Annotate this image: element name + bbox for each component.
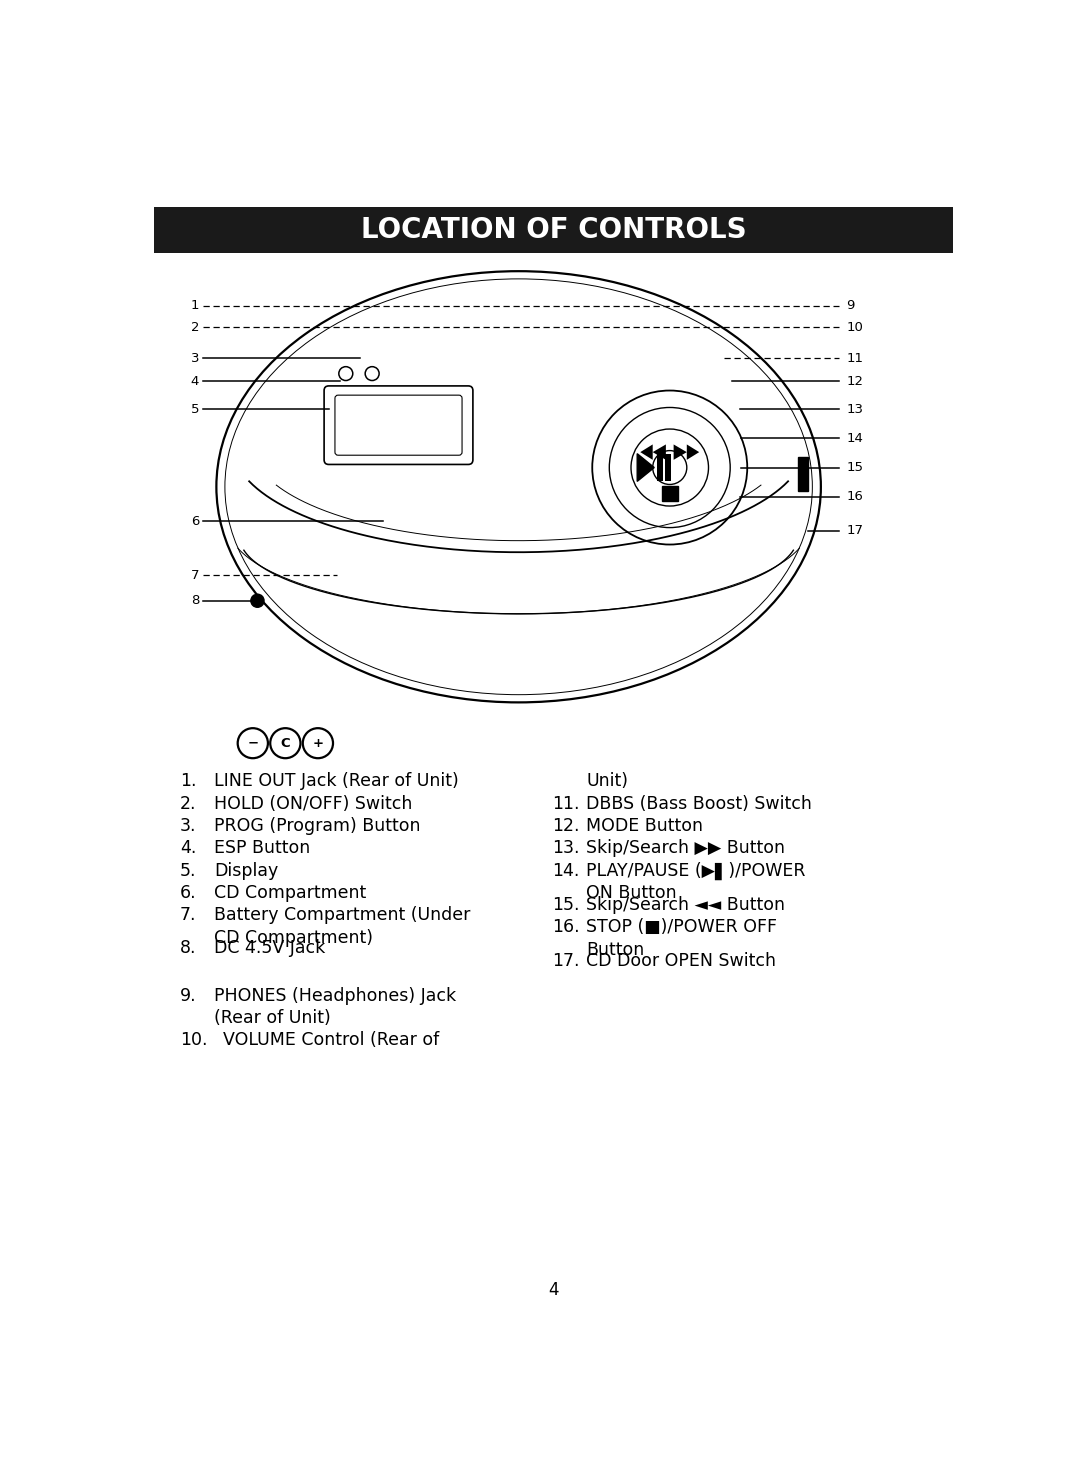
Text: ON Button: ON Button [586, 885, 677, 902]
Text: 16: 16 [847, 490, 863, 504]
Text: LINE OUT Jack (Rear of Unit): LINE OUT Jack (Rear of Unit) [214, 772, 459, 790]
Text: Battery Compartment (Under: Battery Compartment (Under [214, 907, 471, 925]
Text: Skip/Search ▶▶ Button: Skip/Search ▶▶ Button [586, 839, 785, 858]
Text: 5: 5 [191, 403, 200, 415]
Bar [798, 456, 809, 490]
Bar [662, 486, 677, 501]
FancyBboxPatch shape [324, 385, 473, 464]
Text: 9: 9 [847, 300, 855, 312]
Text: Unit): Unit) [586, 772, 629, 790]
Text: 11.: 11. [552, 795, 580, 812]
Text: 10: 10 [847, 321, 863, 334]
Text: 10.: 10. [180, 1031, 207, 1049]
Text: 8.: 8. [180, 939, 197, 957]
Text: CD Compartment): CD Compartment) [214, 929, 373, 947]
Text: CD Door OPEN Switch: CD Door OPEN Switch [586, 951, 777, 970]
Text: Display: Display [214, 861, 279, 880]
Bar [657, 455, 663, 480]
Text: 4: 4 [549, 1281, 558, 1298]
Text: 13: 13 [847, 403, 863, 415]
Text: (Rear of Unit): (Rear of Unit) [214, 1009, 330, 1027]
Bar [664, 455, 672, 480]
Text: 1: 1 [191, 300, 200, 312]
Text: PHONES (Headphones) Jack: PHONES (Headphones) Jack [214, 987, 456, 1004]
Text: 14: 14 [847, 431, 863, 445]
Circle shape [251, 594, 264, 607]
Text: 17.: 17. [552, 951, 580, 970]
Text: 4.: 4. [180, 839, 197, 858]
Text: Skip/Search ◄◄ Button: Skip/Search ◄◄ Button [586, 895, 785, 914]
Polygon shape [637, 453, 654, 482]
Text: 7: 7 [191, 569, 200, 582]
Text: 17: 17 [847, 524, 863, 538]
Polygon shape [640, 445, 652, 459]
Text: 7.: 7. [180, 907, 197, 925]
Text: 6: 6 [191, 515, 199, 527]
FancyBboxPatch shape [335, 396, 462, 455]
Text: 11: 11 [847, 352, 863, 365]
Text: 8: 8 [191, 594, 199, 607]
Text: Button: Button [586, 941, 645, 959]
Text: 16.: 16. [552, 919, 580, 936]
Text: STOP (■)/POWER OFF: STOP (■)/POWER OFF [586, 919, 777, 936]
Text: 4: 4 [191, 375, 199, 388]
Text: 15.: 15. [552, 895, 580, 914]
Text: 2.: 2. [180, 795, 197, 812]
Text: 1.: 1. [180, 772, 197, 790]
Polygon shape [687, 445, 699, 459]
Polygon shape [674, 445, 687, 459]
Text: HOLD (ON/OFF) Switch: HOLD (ON/OFF) Switch [214, 795, 413, 812]
Text: 12: 12 [847, 375, 863, 388]
Text: VOLUME Control (Rear of: VOLUME Control (Rear of [224, 1031, 440, 1049]
Polygon shape [652, 445, 666, 459]
Text: 13.: 13. [552, 839, 580, 858]
Text: PROG (Program) Button: PROG (Program) Button [214, 817, 420, 835]
Text: −: − [247, 737, 258, 750]
Text: CD Compartment: CD Compartment [214, 885, 366, 902]
Text: 12.: 12. [552, 817, 580, 835]
Text: LOCATION OF CONTROLS: LOCATION OF CONTROLS [361, 216, 746, 244]
Text: 6.: 6. [180, 885, 197, 902]
Text: 15: 15 [847, 461, 863, 474]
Text: 3.: 3. [180, 817, 197, 835]
Text: ESP Button: ESP Button [214, 839, 310, 858]
Text: DC 4.5V Jack: DC 4.5V Jack [214, 939, 325, 957]
Text: 2: 2 [191, 321, 200, 334]
Text: MODE Button: MODE Button [586, 817, 703, 835]
Text: 5.: 5. [180, 861, 197, 880]
Text: +: + [312, 737, 323, 750]
Text: DBBS (Bass Boost) Switch: DBBS (Bass Boost) Switch [586, 795, 812, 812]
Text: 14.: 14. [552, 861, 579, 880]
Text: 3: 3 [191, 352, 200, 365]
Bar [154, 207, 953, 254]
Text: 9.: 9. [180, 987, 197, 1004]
Text: PLAY/PAUSE (▶▌)/POWER: PLAY/PAUSE (▶▌)/POWER [586, 861, 806, 880]
Text: C: C [281, 737, 291, 750]
